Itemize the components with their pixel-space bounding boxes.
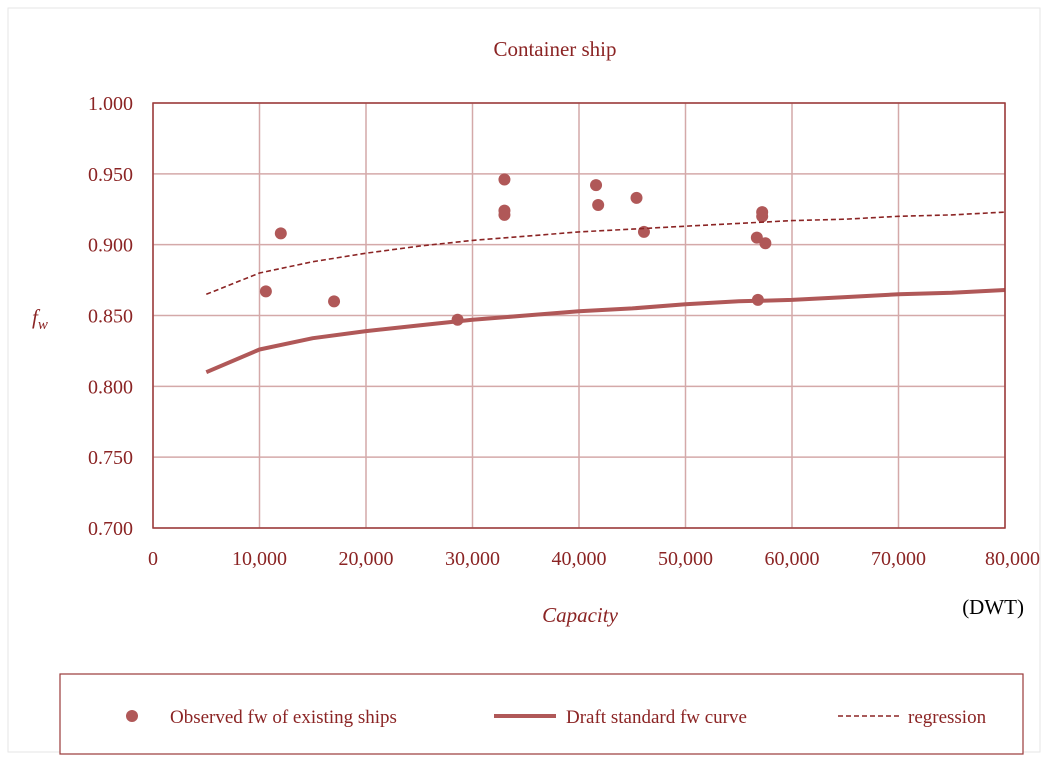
grid bbox=[152, 102, 1006, 529]
observed-data-point bbox=[630, 191, 643, 204]
x-axis-title: Capacity bbox=[542, 603, 618, 627]
x-tick-label: 20,000 bbox=[339, 548, 394, 570]
x-tick-label: 60,000 bbox=[765, 548, 820, 570]
y-tick-label: 0.850 bbox=[88, 306, 133, 328]
y-tick-label: 0.900 bbox=[88, 235, 133, 257]
observed-data-point bbox=[259, 285, 272, 298]
y-tick-label: 1.000 bbox=[88, 93, 133, 115]
observed-data-point bbox=[498, 173, 511, 186]
y-tick-label: 0.750 bbox=[88, 447, 133, 469]
y-tick-label: 0.800 bbox=[88, 376, 133, 398]
y-axis-ticks: 0.700 0.750 0.800 0.850 0.900 0.950 1.000 bbox=[88, 93, 133, 540]
x-tick-label: 70,000 bbox=[871, 548, 926, 570]
legend-label-regression: regression bbox=[908, 707, 987, 728]
y-tick-label: 0.950 bbox=[88, 164, 133, 186]
chart-outer-frame bbox=[7, 7, 1041, 753]
x-tick-label: 80,000 bbox=[985, 548, 1040, 570]
legend-marker-observed bbox=[126, 710, 138, 722]
observed-data-point bbox=[274, 227, 287, 240]
observed-data-point bbox=[498, 208, 511, 221]
regression-line bbox=[206, 211, 1006, 296]
y-tick-label: 0.700 bbox=[88, 518, 133, 540]
observed-data-point bbox=[750, 231, 763, 244]
x-tick-label: 0 bbox=[148, 548, 158, 570]
chart-title: Container ship bbox=[493, 37, 616, 61]
x-tick-label: 50,000 bbox=[658, 548, 713, 570]
observed-data-point bbox=[592, 199, 605, 211]
plot-series bbox=[205, 173, 1006, 375]
legend-label-observed: Observed fw of existing ships bbox=[170, 707, 397, 728]
x-tick-label: 10,000 bbox=[232, 548, 287, 570]
x-tick-label: 30,000 bbox=[445, 548, 500, 570]
observed-data-point bbox=[328, 295, 341, 308]
legend: Observed fw of existing ships Draft stan… bbox=[59, 673, 1024, 755]
y-axis-title: fw bbox=[32, 305, 48, 333]
plot-area-frame bbox=[152, 102, 1006, 529]
x-tick-label: 40,000 bbox=[552, 548, 607, 570]
draft-standard-curve-line bbox=[205, 288, 1006, 375]
observed-data-point bbox=[756, 210, 769, 223]
legend-label-standard-curve: Draft standard fw curve bbox=[566, 707, 747, 728]
svg-text:fw: fw bbox=[32, 305, 48, 333]
x-axis-unit: (DWT) bbox=[962, 595, 1024, 619]
observed-data-point bbox=[759, 237, 772, 250]
observed-data-point bbox=[590, 179, 603, 192]
x-axis-ticks: 0 10,000 20,000 30,000 40,000 50,000 60,000 70,… bbox=[148, 548, 1040, 570]
